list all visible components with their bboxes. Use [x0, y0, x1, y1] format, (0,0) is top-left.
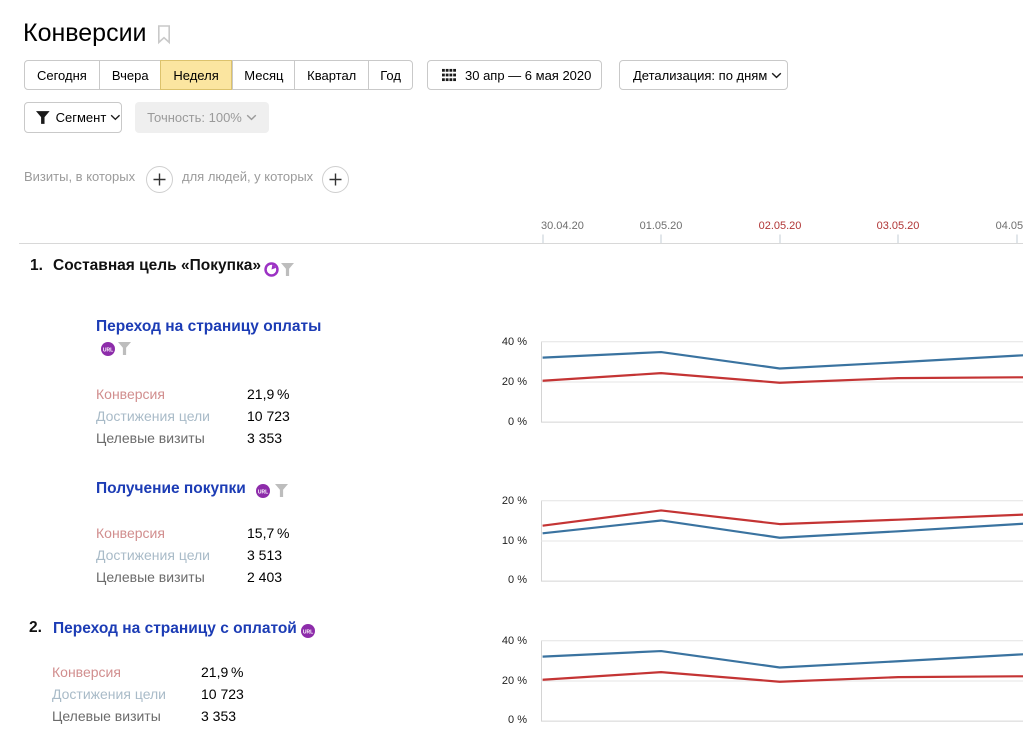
svg-text:URL: URL [103, 347, 113, 353]
svg-text:URL: URL [258, 489, 268, 495]
svg-text:URL: URL [303, 629, 313, 635]
